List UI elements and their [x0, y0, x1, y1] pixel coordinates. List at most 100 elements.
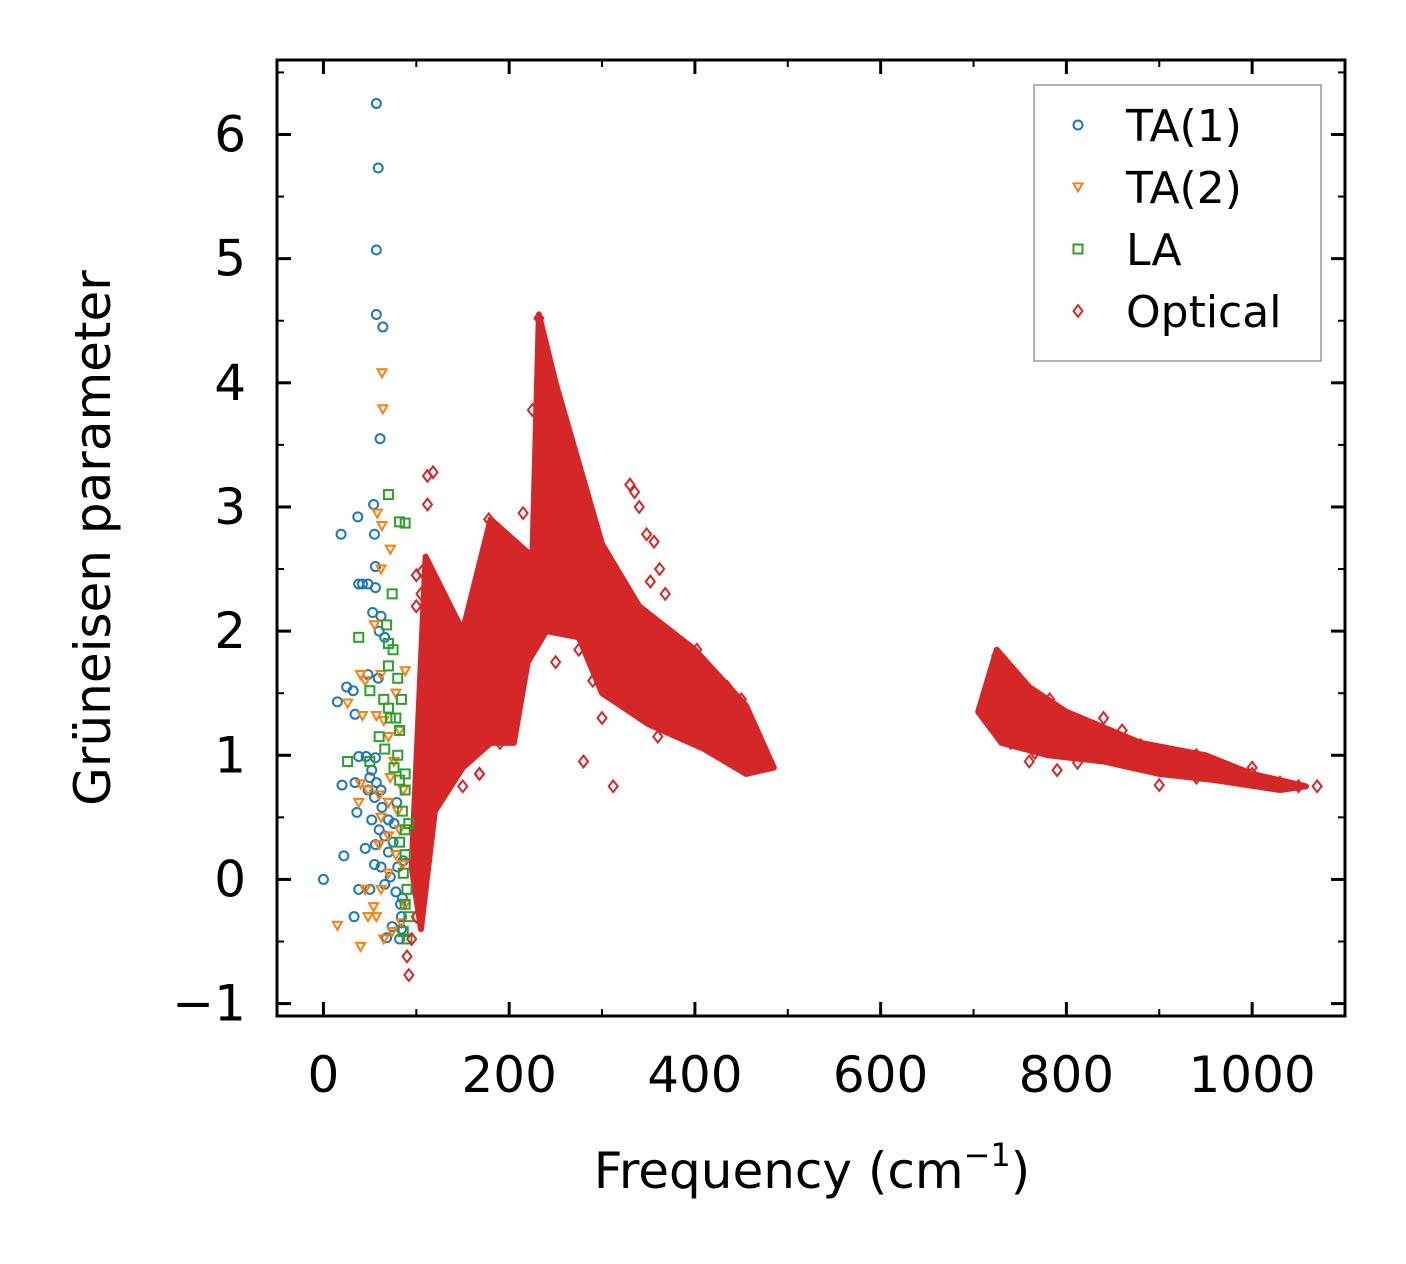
- data-point: [377, 321, 389, 333]
- y-tick-label: 2: [214, 602, 246, 660]
- data-point: [427, 464, 439, 480]
- data-point: [659, 586, 671, 602]
- data-point: [336, 779, 348, 791]
- data-point: [586, 673, 599, 689]
- optical-cloud: [975, 646, 1309, 794]
- data-point: [395, 693, 407, 705]
- data-point: [382, 868, 395, 880]
- data-point: [670, 704, 683, 720]
- data-point: [415, 586, 427, 602]
- data-point: [370, 244, 382, 256]
- data-point: [1079, 741, 1091, 757]
- data-point: [977, 704, 989, 720]
- data-point: [370, 309, 382, 321]
- data-point: [596, 710, 608, 726]
- data-point: [359, 842, 371, 854]
- y-tick-label: 3: [214, 478, 246, 536]
- data-point: [377, 934, 390, 946]
- data-point: [372, 840, 386, 852]
- data-point: [366, 814, 378, 826]
- data-point: [374, 433, 386, 445]
- data-point: [392, 672, 404, 684]
- series-optical: [401, 310, 1323, 983]
- data-point: [1116, 741, 1128, 757]
- data-point: [354, 779, 367, 791]
- data-point: [754, 753, 766, 769]
- data-point: [684, 648, 697, 664]
- data-point: [381, 619, 393, 631]
- data-point: [1190, 747, 1203, 763]
- data-point: [352, 797, 365, 810]
- data-point: [397, 867, 409, 879]
- data-point: [352, 511, 364, 523]
- x-tick-label: 0: [308, 1046, 340, 1104]
- optical-density: [408, 311, 1309, 933]
- x-tick-label: 200: [461, 1046, 556, 1104]
- data-point: [399, 784, 411, 796]
- data-point: [369, 528, 381, 540]
- data-point: [392, 749, 404, 761]
- axis-ticks: 0 200 400 600 800 1000 −1 0 1 2 3 4 5 6: [172, 60, 1345, 1104]
- data-point: [421, 496, 434, 512]
- data-point: [436, 722, 449, 738]
- data-point: [384, 712, 396, 724]
- data-point: [628, 484, 641, 500]
- legend-marker-optical: [1072, 303, 1084, 319]
- data-point: [359, 884, 372, 896]
- data-point: [361, 912, 375, 924]
- x-axis-label-close: ): [1011, 1142, 1031, 1200]
- legend-frame: [1033, 84, 1322, 362]
- data-point: [395, 918, 408, 930]
- data-point: [1116, 722, 1128, 738]
- data-point: [331, 696, 343, 708]
- data-point: [447, 747, 460, 763]
- legend: TA(1) TA(2) LA Optical: [1033, 84, 1322, 362]
- data-point: [349, 777, 361, 789]
- data-point: [624, 477, 636, 493]
- data-point: [689, 729, 701, 745]
- data-point: [398, 666, 412, 678]
- data-point: [640, 526, 653, 542]
- y-tick-label: 6: [214, 105, 246, 163]
- data-point: [573, 642, 585, 658]
- legend-label: LA: [1126, 225, 1182, 276]
- x-tick-label: 1000: [1189, 1046, 1316, 1104]
- data-point: [396, 859, 409, 872]
- data-point: [388, 762, 400, 774]
- data-point: [410, 909, 423, 925]
- data-point: [990, 648, 1003, 664]
- data-point: [354, 941, 367, 954]
- legend-label: Optical: [1126, 287, 1281, 338]
- plot-frame: [275, 58, 1347, 1018]
- data-point: [1016, 679, 1028, 695]
- data-point: [410, 598, 423, 614]
- data-point: [374, 669, 388, 682]
- data-point: [399, 849, 411, 861]
- x-axis-label: Frequency (cm−1): [594, 1136, 1031, 1200]
- data-point: [1043, 691, 1056, 707]
- data-point: [470, 735, 483, 751]
- data-point: [1311, 778, 1323, 794]
- data-point: [396, 805, 408, 817]
- data-point: [416, 564, 428, 580]
- data-point: [1209, 760, 1221, 776]
- data-point: [740, 722, 752, 738]
- data-point: [375, 610, 387, 622]
- data-point: [382, 831, 395, 843]
- data-point: [1051, 762, 1063, 778]
- data-point: [384, 773, 397, 785]
- data-point: [1004, 735, 1017, 751]
- data-point: [386, 588, 398, 600]
- data-point: [376, 404, 390, 416]
- legend-label: TA(2): [1125, 163, 1242, 214]
- data-point: [1064, 720, 1076, 736]
- x-tick-label: 400: [647, 1046, 742, 1104]
- data-point: [517, 505, 529, 521]
- x-axis-label-main: Frequency (cm: [594, 1142, 964, 1200]
- data-point: [648, 534, 660, 550]
- data-point: [1071, 755, 1084, 771]
- data-point: [633, 499, 645, 515]
- data-point: [577, 753, 590, 769]
- data-point: [405, 931, 418, 947]
- data-point: [394, 724, 406, 736]
